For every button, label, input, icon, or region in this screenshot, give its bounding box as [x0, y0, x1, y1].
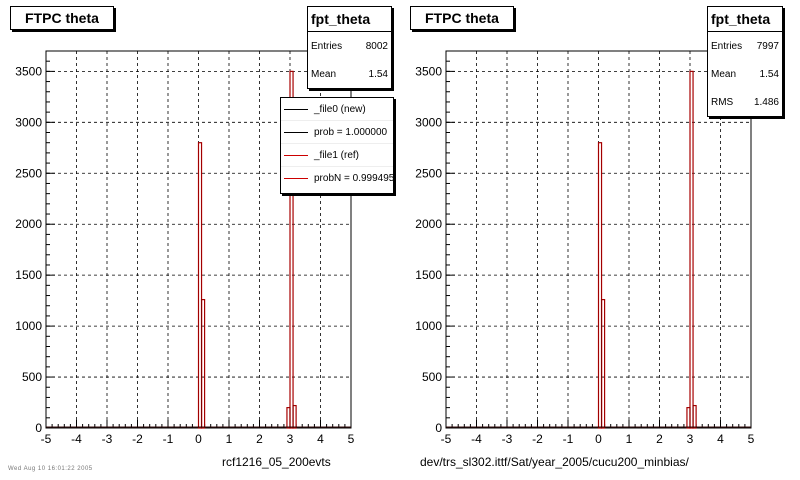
right-y-tick-label: 2500 [415, 166, 442, 180]
legend-entry-probn: probN = 0.999495 [281, 167, 393, 189]
left-bin-ref [292, 404, 297, 429]
left-stats-box: fpt_theta Entries 8002 Mean 1.54 [307, 6, 392, 89]
left-x-axis-label: rcf1216_05_200evts [222, 455, 331, 469]
left-histogram-plot: -5 -4 -3 -2 -1 0 1 2 3 4 5 0 500 1000 1500 2000 2500 3000… [15, 50, 355, 446]
right-bin-new [692, 405, 697, 429]
legend-label-file1: _file1 (ref) [314, 149, 360, 161]
right-x-axis-label: dev/trs_sl302.ittf/Sat/year_2005/cucu200… [420, 455, 689, 469]
left-x-tick-label: 3 [287, 432, 294, 446]
legend-swatch-file0 [284, 108, 308, 110]
right-bin-ref [600, 299, 606, 429]
right-stats-box: fpt_theta Entries 7997 Mean 1.54 RMS 1.4… [707, 6, 783, 117]
left-y-tick-label: 3000 [15, 115, 42, 129]
right-y-tick-label: 3500 [415, 64, 442, 78]
right-x-tick-label: 1 [626, 432, 633, 446]
legend-label-probn: probN = 0.999495 [314, 172, 394, 184]
left-x-tick-label: 4 [317, 432, 324, 446]
left-stats-mean-label: Mean [311, 68, 337, 80]
right-x-tick-label: -4 [471, 432, 482, 446]
right-stats-entries-label: Entries [711, 40, 743, 52]
footer-timestamp: Wed Aug 10 16:01:22 2005 [8, 466, 93, 472]
left-legend: _file0 (new) prob = 1.000000 _file1 (ref… [280, 97, 394, 194]
left-x-tick-label: 2 [256, 432, 263, 446]
left-stats-entries-value: 8002 [365, 40, 388, 52]
right-stats-mean-row: Mean 1.54 [708, 60, 782, 88]
left-x-tick-label: 1 [226, 432, 233, 446]
legend-swatch-file1 [284, 154, 308, 156]
right-bin-new [686, 407, 691, 429]
left-pad: -5 -4 -3 -2 -1 0 1 2 3 4 5 0 500 1000 1500 2000 2500 3000… [10, 6, 394, 469]
left-x-tick-label: -1 [163, 432, 174, 446]
legend-entry-file1: _file1 (ref) [281, 144, 393, 167]
right-x-tick-label: 5 [748, 432, 755, 446]
left-y-tick-label: 2000 [15, 217, 42, 231]
right-bin-new [601, 299, 605, 429]
left-y-tick-label: 1500 [15, 268, 42, 282]
left-bin-new [198, 142, 202, 429]
right-bin-ref [597, 142, 603, 429]
right-stats-mean-label: Mean [711, 68, 737, 80]
right-y-tick-label: 1000 [415, 319, 442, 333]
right-y-tick-label: 3000 [415, 115, 442, 129]
right-y-tick-label: 0 [435, 421, 442, 435]
right-x-tick-label: 0 [595, 432, 602, 446]
right-pad: -5 -4 -3 -2 -1 0 1 2 3 4 5 0 500 1000 1500 2000 2500 3000… [400, 0, 800, 480]
right-plot-title: FTPC theta [410, 6, 514, 30]
right-x-tick-label: -1 [563, 432, 574, 446]
right-x-tick-label: -2 [532, 432, 543, 446]
right-x-tick-label: -5 [441, 432, 452, 446]
left-stats-entries-label: Entries [311, 40, 343, 52]
right-stats-name: fpt_theta [708, 7, 782, 32]
left-x-tick-label: 5 [348, 432, 355, 446]
right-y-tick-label: 1500 [415, 268, 442, 282]
left-bin-new [289, 71, 294, 429]
left-bin-ref [197, 142, 203, 429]
right-x-tick-label: 2 [656, 432, 663, 446]
left-bin-ref [200, 299, 206, 429]
legend-swatch-prob [284, 131, 308, 133]
right-bin-new [598, 142, 602, 429]
legend-entry-file0: _file0 (new) [281, 98, 393, 121]
left-x-tick-label: -4 [71, 432, 82, 446]
left-x-tick-label: -2 [132, 432, 143, 446]
right-bin-ref [689, 70, 694, 429]
left-stats-mean-row: Mean 1.54 [308, 60, 391, 88]
left-bin-new [292, 405, 297, 429]
left-x-tick-label: -5 [41, 432, 52, 446]
right-x-tick-label: 3 [687, 432, 694, 446]
left-y-tick-label: 0 [35, 421, 42, 435]
left-stats-mean-value: 1.54 [368, 68, 388, 80]
left-y-tick-label: 2500 [15, 166, 42, 180]
legend-label-file0: _file0 (new) [314, 103, 366, 115]
legend-entry-prob: prob = 1.000000 [281, 121, 393, 144]
right-stats-rms-label: RMS [711, 96, 734, 108]
left-bin-new [201, 299, 205, 429]
left-bin-ref [289, 70, 294, 429]
right-bin-new [689, 71, 694, 429]
left-plot-title: FTPC theta [10, 6, 114, 30]
right-stats-rms-row: RMS 1.486 [708, 88, 782, 116]
right-stats-entries-row: Entries 7997 [708, 32, 782, 60]
legend-swatch-probn [284, 177, 308, 179]
left-x-tick-label: -3 [102, 432, 113, 446]
legend-label-prob: prob = 1.000000 [314, 126, 388, 138]
left-y-tick-label: 3500 [15, 64, 42, 78]
left-y-tick-label: 1000 [15, 319, 42, 333]
right-y-tick-label: 2000 [415, 217, 442, 231]
right-stats-mean-value: 1.54 [759, 68, 779, 80]
left-bin-new [286, 407, 291, 429]
right-y-tick-label: 500 [422, 370, 442, 384]
right-stats-entries-value: 7997 [756, 40, 779, 52]
right-bin-ref [692, 404, 697, 429]
left-y-tick-label: 500 [22, 370, 42, 384]
right-x-tick-label: 4 [717, 432, 724, 446]
right-stats-rms-value: 1.486 [753, 96, 779, 108]
left-stats-name: fpt_theta [308, 7, 391, 32]
left-x-tick-label: 0 [195, 432, 202, 446]
left-stats-entries-row: Entries 8002 [308, 32, 391, 60]
right-x-tick-label: -3 [502, 432, 513, 446]
